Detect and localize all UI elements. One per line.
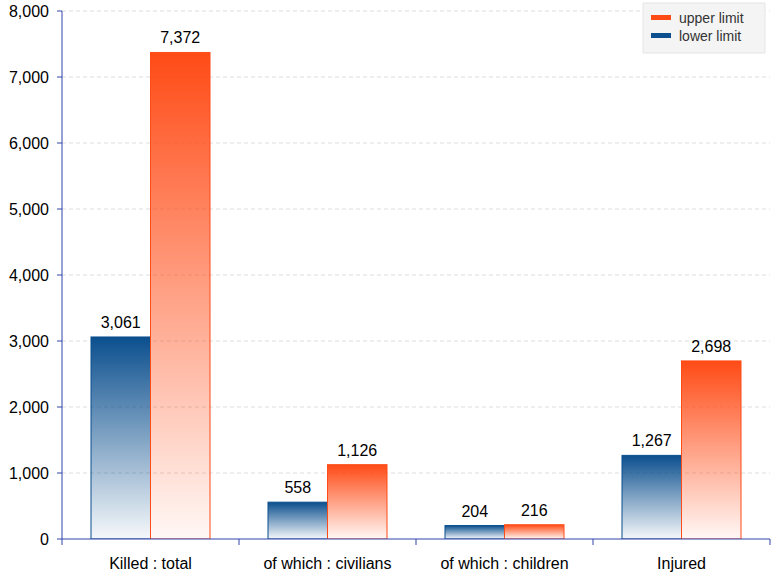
data-labels: 3,061 558 204 1,267 7,372 1,126 216 2,698: [101, 29, 732, 519]
bar: [328, 465, 388, 539]
x-tick-label: of which : children: [440, 555, 568, 572]
y-tick: [57, 407, 62, 408]
y-tick: [57, 209, 62, 210]
x-tick: [593, 539, 594, 545]
bar: [622, 455, 682, 539]
bar: [682, 361, 742, 539]
y-tick: [57, 143, 62, 144]
x-tick: [239, 539, 240, 545]
bar: [151, 52, 211, 539]
legend: upper limit lower limit: [643, 3, 765, 53]
axes: Killed : total of which : civilians of whi…: [62, 11, 770, 572]
legend-box: [643, 3, 765, 53]
x-tick-label: Killed : total: [109, 555, 192, 572]
y-tick: [57, 473, 62, 474]
data-label: 7,372: [160, 29, 200, 46]
y-tick: [57, 275, 62, 276]
y-tick: [57, 77, 62, 78]
data-label: 2,698: [691, 338, 731, 355]
x-tick: [416, 539, 417, 545]
y-tick-label: 1,000: [9, 465, 49, 482]
data-label: 1,126: [337, 442, 377, 459]
data-label: 3,061: [101, 314, 141, 331]
data-label: 216: [521, 502, 548, 519]
y-tick-label: 4,000: [9, 267, 49, 284]
legend-swatch: [651, 15, 671, 20]
bar: [268, 502, 328, 539]
x-tick: [62, 539, 63, 545]
y-tick-label: 3,000: [9, 333, 49, 350]
y-tick: [57, 539, 62, 540]
legend-swatch: [651, 33, 671, 38]
y-tick-label: 0: [40, 531, 49, 548]
y-tick-label: 6,000: [9, 135, 49, 152]
data-label: 1,267: [632, 432, 672, 449]
bar: [445, 526, 505, 539]
y-tick: [57, 341, 62, 342]
x-tick: [770, 539, 771, 545]
bar: [505, 525, 565, 539]
y-ticks: 0 1,000 2,000 3,000 4,000 5,000 6,000 7,000 8,00…: [9, 3, 62, 548]
y-tick-label: 8,000: [9, 3, 49, 20]
x-tick-label: Injured: [657, 555, 706, 572]
bar: [91, 337, 151, 539]
data-label: 558: [284, 479, 311, 496]
y-axis-line: [62, 11, 63, 539]
legend-label: upper limit: [679, 10, 744, 26]
y-tick-label: 2,000: [9, 399, 49, 416]
y-tick: [57, 11, 62, 12]
data-label: 204: [461, 503, 488, 520]
y-tick-label: 7,000: [9, 69, 49, 86]
bars: [91, 52, 741, 539]
chart: 0 1,000 2,000 3,000 4,000 5,000 6,000 7,000 8,00…: [0, 0, 771, 574]
y-tick-label: 5,000: [9, 201, 49, 218]
x-tick-label: of which : civilians: [263, 555, 391, 572]
legend-label: lower limit: [679, 28, 741, 44]
